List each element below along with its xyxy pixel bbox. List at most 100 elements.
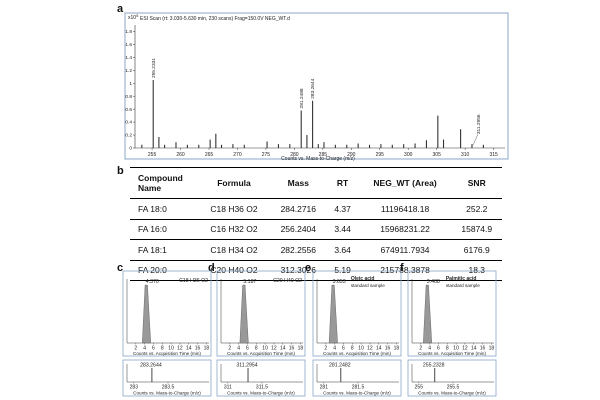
x-tick-label: 265 [205,152,214,158]
ms-frame [216,359,306,397]
x-tick-label: 6 [246,346,249,352]
header-compound-name: Compound Name [130,167,198,199]
y-tick-label: 0.2 [125,133,132,139]
ms-frame [122,359,212,397]
cell-compound: FA 18:1 [130,239,198,261]
ms-peak-label: 255.2328 [423,363,445,369]
cell-formula: C18 H34 O2 [198,239,270,261]
cell-snr: 15874.9 [451,219,502,240]
x-axis-label: Counts vs. Acquisition Time (min) [133,351,201,356]
chart-frame [407,270,497,357]
cell-area: 215788.3878 [358,260,452,281]
y-exponent: x105 [128,13,139,21]
x-axis-label: Counts vs. Mass-to-Charge (m/z) [227,391,295,396]
cell-rt: 4.37 [326,198,359,220]
header-snr: SNR [451,167,502,199]
x-tick-label: 290 [347,152,356,158]
table-row: FA 18:1 C18 H34 O2 282.2556 3.64 674911.… [130,239,502,261]
chart-frame [124,12,509,160]
x-tick-label: 285 [319,152,328,158]
x-tick-label: 275 [262,152,271,158]
table-row: FA 20:0 C20 H40 O2 312.3026 5.19 215788.… [130,260,502,281]
x-tick-label: 16 [289,346,295,352]
x-tick-label: 10 [262,346,268,352]
x-tick-label: 281 [320,385,329,391]
annotation-leader [472,134,479,146]
cell-snr: 18.3 [451,260,502,281]
x-tick-label: 270 [233,152,242,158]
x-tick-label: 315 [489,152,498,158]
x-tick-label: 16 [195,346,201,352]
cell-area: 11196418.18 [358,198,452,220]
x-tick-label: 14 [280,346,286,352]
cell-mass: 256.2404 [269,219,327,240]
x-tick-label: 6 [152,346,155,352]
chromatogram-legend-sub: standard sample [446,283,480,288]
x-tick-label: 14 [376,346,382,352]
x-tick-label: 12 [177,346,183,352]
cell-mass: 282.2556 [269,239,327,261]
chromatogram-peak [328,284,338,344]
ms-peak-label: 281.2482 [329,363,351,369]
table-header-row: Compound Name Formula Mass RT NEG_WT (Ar… [130,167,502,199]
header-rt: RT [326,167,359,199]
y-tick-label: 0.6 [125,107,132,113]
x-tick-label: 10 [453,346,459,352]
x-tick-label: 14 [471,346,477,352]
x-tick-label: 255 [148,152,157,158]
x-tick-label: 12 [367,346,373,352]
peak-annotation: 281.2488 [299,88,305,108]
chromatogram-peak [239,284,249,344]
x-tick-label: 2 [419,346,422,352]
table-row: FA 18:0 C18 H36 O2 284.2716 4.37 1119641… [130,198,502,220]
x-tick-label: 16 [480,346,486,352]
ms-peak-label: 283.2644 [140,363,162,369]
chromatogram-peak [142,284,151,344]
x-tick-label: 18 [394,346,400,352]
cell-mass: 312.3026 [269,260,327,281]
cell-rt: 3.64 [326,239,359,261]
x-tick-label: 6 [437,346,440,352]
x-axis-label: Counts vs. Mass-to-Charge (m/z) [418,391,486,396]
y-tick-label: 0 [129,146,132,152]
x-tick-label: 12 [271,346,277,352]
x-tick-label: 283 [130,385,139,391]
x-tick-label: 280 [290,152,299,158]
chart-frame [122,270,212,357]
x-tick-label: 305 [433,152,442,158]
y-tick-label: 1.6 [125,42,132,48]
x-tick-label: 300 [404,152,413,158]
cell-formula: C18 H36 O2 [198,198,270,220]
x-tick-label: 8 [446,346,449,352]
panel-letter-a: a [117,3,124,15]
peak-annotation: 311.2956 [476,114,482,134]
cell-compound: FA 16:0 [130,219,198,240]
x-tick-label: 6 [342,346,345,352]
x-tick-label: 311 [224,385,232,391]
header-formula: Formula [198,167,270,199]
y-tick-label: 1 [129,81,132,87]
x-tick-label: 260 [176,152,185,158]
x-axis-label: Counts vs. Mass-to-Charge (m/z) [323,391,391,396]
header-mass: Mass [269,167,327,199]
table-row: FA 16:0 C16 H32 O2 256.2404 3.44 1596823… [130,219,502,240]
compound-table: Compound Name Formula Mass RT NEG_WT (Ar… [130,167,502,281]
mass-spectrum-chart: ESI Scan (rt: 3.030-5.630 min, 230 scans… [124,12,509,162]
x-tick-label: 8 [351,346,354,352]
ms-frame [407,359,497,397]
chromatogram-legend-sub: standard sample [351,283,385,288]
x-tick-label: 16 [385,346,391,352]
x-axis-label: Counts vs. Mass-to-Charge (m/z) [133,391,201,396]
x-tick-label: 18 [298,346,304,352]
cell-snr: 6176.9 [451,239,502,261]
x-tick-label: 2 [134,346,137,352]
x-tick-label: 283.5 [162,385,175,391]
x-tick-label: 12 [462,346,468,352]
cell-compound: FA 20:0 [130,260,198,281]
x-axis-label: Counts vs. Acquisition Time (min) [323,351,391,356]
x-axis-label: Counts vs. Acquisition Time (min) [227,351,295,356]
panel-letter-b: b [117,165,124,177]
